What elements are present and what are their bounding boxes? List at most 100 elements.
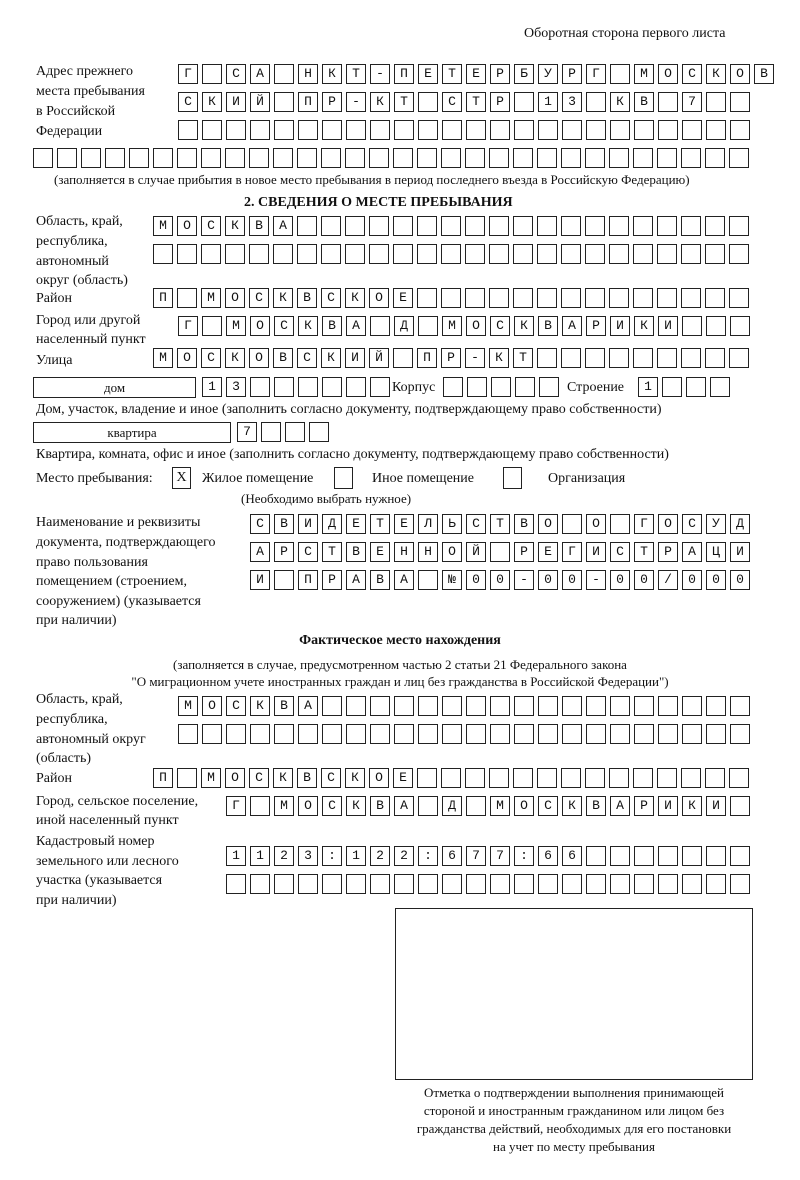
char-cell[interactable] [442,724,462,744]
char-cell[interactable] [634,696,654,716]
char-cell[interactable] [513,216,533,236]
char-cell[interactable] [634,874,654,894]
char-cell[interactable] [201,768,221,788]
char-cell[interactable] [418,570,438,590]
char-cell[interactable] [633,244,653,264]
char-cell[interactable] [562,120,582,140]
char-cell[interactable] [682,796,702,816]
char-cell[interactable] [274,64,294,84]
char-cell[interactable] [442,120,462,140]
char-cell[interactable] [561,348,581,368]
char-cell[interactable] [538,846,558,866]
char-cell[interactable] [250,316,270,336]
char-cell[interactable] [418,846,438,866]
char-cell[interactable] [729,288,749,308]
char-cell[interactable] [586,696,606,716]
char-cell[interactable] [393,216,413,236]
char-cell[interactable] [321,148,341,168]
char-cell[interactable] [298,377,318,397]
char-cell[interactable] [225,768,245,788]
char-cell[interactable] [490,724,510,744]
char-cell[interactable] [394,514,414,534]
char-cell[interactable] [561,148,581,168]
char-cell[interactable] [730,514,750,534]
char-cell[interactable] [322,377,342,397]
char-cell[interactable] [705,244,725,264]
char-cell[interactable] [442,796,462,816]
char-cell[interactable] [394,570,414,590]
char-cell[interactable] [514,696,534,716]
char-cell[interactable] [178,64,198,84]
char-cell[interactable] [586,514,606,534]
char-cell[interactable] [394,796,414,816]
char-cell[interactable] [418,724,438,744]
char-cell[interactable] [609,244,629,264]
char-cell[interactable] [249,148,269,168]
char-cell[interactable] [370,64,390,84]
char-cell[interactable] [418,696,438,716]
char-cell[interactable] [538,570,558,590]
checkbox-organization[interactable] [503,467,522,489]
char-cell[interactable] [274,92,294,112]
char-cell[interactable] [561,244,581,264]
char-cell[interactable] [322,514,342,534]
char-cell[interactable] [586,846,606,866]
char-cell[interactable] [441,216,461,236]
char-cell[interactable] [585,244,605,264]
char-cell[interactable] [538,696,558,716]
char-cell[interactable] [658,874,678,894]
char-cell[interactable] [178,696,198,716]
char-cell[interactable] [129,148,149,168]
char-cell[interactable] [394,846,414,866]
char-cell[interactable] [562,92,582,112]
char-cell[interactable] [298,570,318,590]
char-cell[interactable] [610,796,630,816]
char-cell[interactable] [514,796,534,816]
char-cell[interactable] [225,244,245,264]
char-cell[interactable] [466,570,486,590]
prev-address-row-2[interactable]: СКИЙ ПР-КТ СТР 13 КВ 7 [178,92,750,112]
char-cell[interactable] [514,92,534,112]
char-cell[interactable] [466,846,486,866]
char-cell[interactable] [706,696,726,716]
char-cell[interactable] [417,348,437,368]
char-cell[interactable] [202,64,222,84]
char-cell[interactable] [658,846,678,866]
char-cell[interactable] [250,542,270,562]
char-cell[interactable] [370,696,390,716]
char-cell[interactable] [298,316,318,336]
actual-region-row-1[interactable]: МОСКВА [178,696,750,716]
char-cell[interactable] [418,120,438,140]
char-cell[interactable] [274,316,294,336]
flat-number-row[interactable]: 7 [237,422,329,442]
char-cell[interactable] [261,422,281,442]
char-cell[interactable] [657,216,677,236]
char-cell[interactable] [538,120,558,140]
char-cell[interactable] [274,724,294,744]
char-cell[interactable] [658,724,678,744]
char-cell[interactable] [730,874,750,894]
char-cell[interactable] [226,796,246,816]
char-cell[interactable] [297,148,317,168]
char-cell[interactable] [322,92,342,112]
char-cell[interactable] [394,696,414,716]
actual-region-row-2[interactable] [178,724,750,744]
prev-address-row-3[interactable] [178,120,750,140]
char-cell[interactable] [562,570,582,590]
char-cell[interactable] [610,316,630,336]
char-cell[interactable] [514,570,534,590]
char-cell[interactable] [514,316,534,336]
char-cell[interactable] [634,724,654,744]
char-cell[interactable] [298,796,318,816]
char-cell[interactable] [586,92,606,112]
char-cell[interactable] [538,316,558,336]
char-cell[interactable] [417,768,437,788]
char-cell[interactable] [250,846,270,866]
char-cell[interactable] [562,874,582,894]
char-cell[interactable] [514,514,534,534]
char-cell[interactable] [322,796,342,816]
char-cell[interactable] [585,348,605,368]
char-cell[interactable] [730,64,750,84]
char-cell[interactable] [514,542,534,562]
char-cell[interactable] [177,148,197,168]
